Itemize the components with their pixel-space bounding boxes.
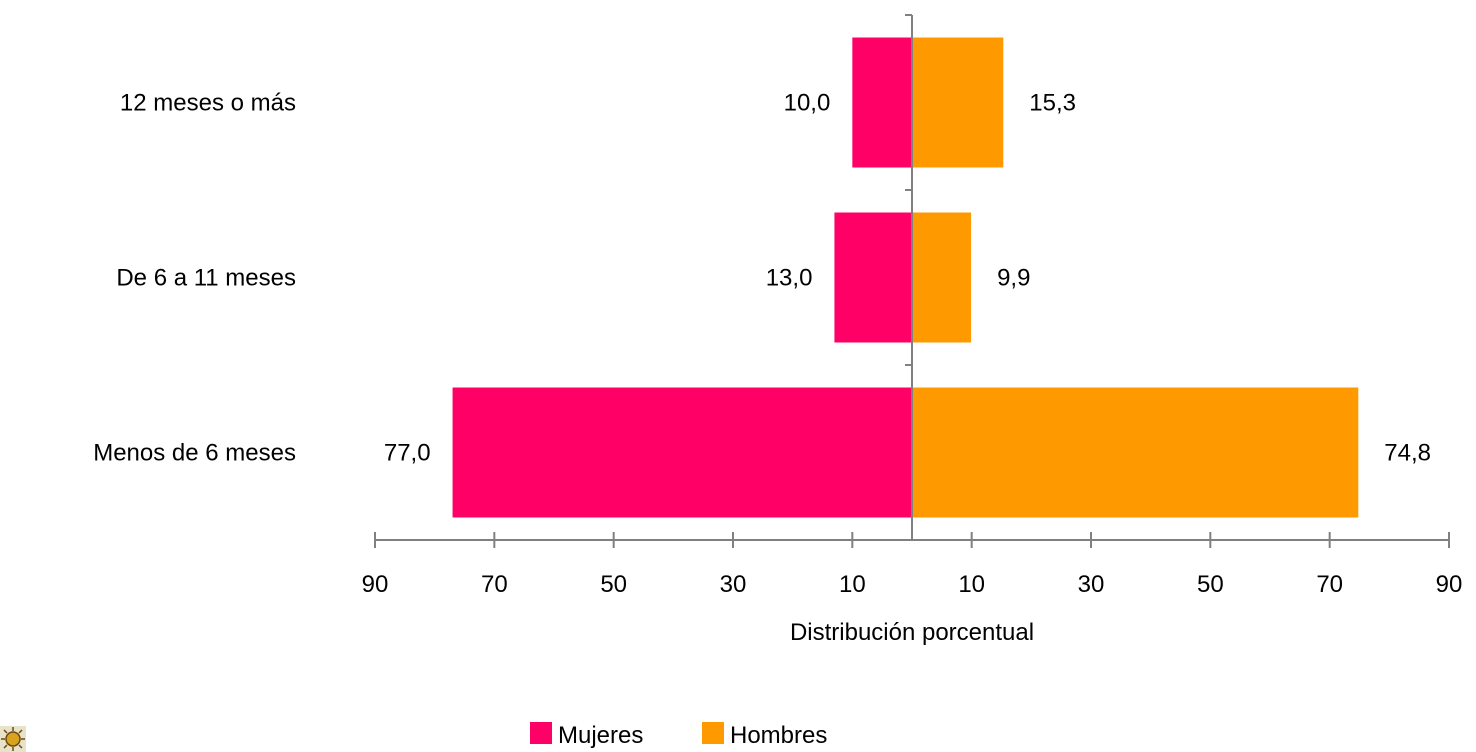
legend-swatch-hombres: [702, 722, 724, 744]
legend-swatch-mujeres: [530, 722, 552, 744]
x-tick-label: 90: [1436, 571, 1463, 598]
data-label-mujeres: 13,0: [766, 265, 813, 292]
sun-emblem-icon: [0, 726, 26, 752]
legend-label-mujeres: Mujeres: [558, 722, 643, 749]
x-tick-label: 70: [481, 571, 508, 598]
x-axis-title: Distribución porcentual: [790, 619, 1034, 646]
data-label-hombres: 15,3: [1029, 90, 1076, 117]
category-label: De 6 a 11 meses: [116, 265, 296, 292]
bar-mujeres: [852, 37, 912, 168]
x-tick-label: 10: [958, 571, 985, 598]
x-tick-label: 10: [839, 571, 866, 598]
x-tick-label: 90: [362, 571, 389, 598]
axes-group: 90 70 50 30 10 10 30 50 70 90: [362, 14, 1463, 598]
bar-hombres: [912, 212, 972, 343]
bars-group: [452, 37, 1359, 518]
bar-mujeres: [452, 387, 912, 518]
x-tick-label: 70: [1316, 571, 1343, 598]
category-label: 12 meses o más: [120, 90, 296, 117]
x-tick-label: 50: [1197, 571, 1224, 598]
category-label: Menos de 6 meses: [93, 440, 296, 467]
bar-hombres: [912, 387, 1359, 518]
data-label-hombres: 9,9: [997, 265, 1030, 292]
legend-label-hombres: Hombres: [730, 722, 827, 749]
x-tick-label: 30: [720, 571, 747, 598]
data-label-hombres: 74,8: [1384, 440, 1431, 467]
bar-hombres: [912, 37, 1004, 168]
labels-group: 12 meses o más 10,0 15,3 De 6 a 11 meses 13,…: [93, 90, 1431, 467]
bar-mujeres: [834, 212, 912, 343]
data-label-mujeres: 10,0: [784, 90, 831, 117]
legend: Mujeres Hombres: [530, 722, 827, 749]
x-tick-label: 50: [600, 571, 627, 598]
data-label-mujeres: 77,0: [384, 440, 431, 467]
x-tick-label: 30: [1078, 571, 1105, 598]
